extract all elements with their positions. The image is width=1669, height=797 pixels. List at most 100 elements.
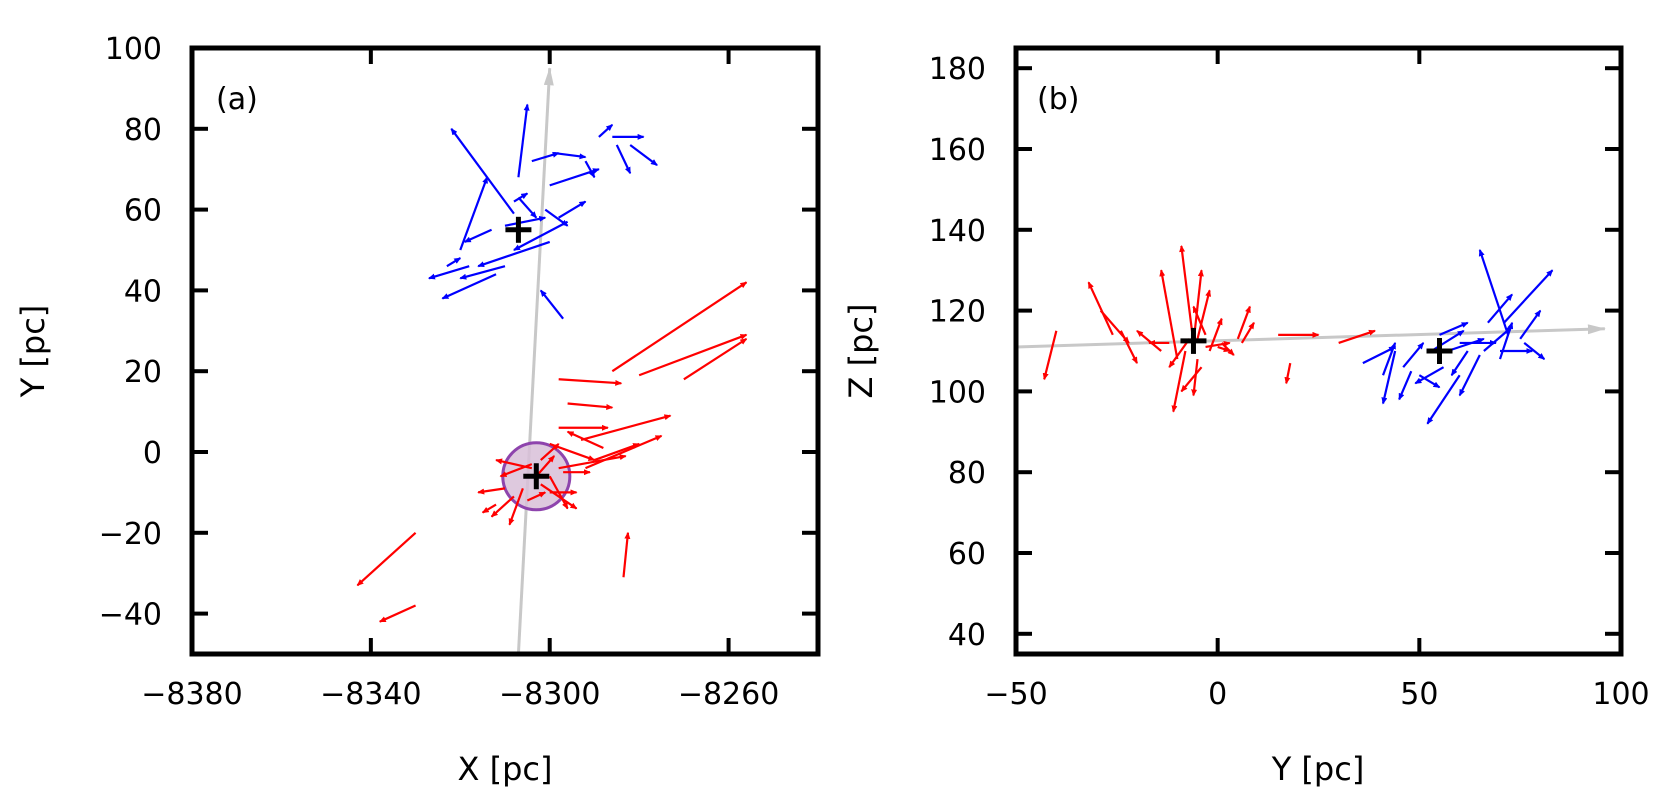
arrow [580,414,672,441]
arrow [1159,269,1179,360]
arrow [531,151,560,163]
panel-b-axes-frame [1013,45,1624,657]
arrow [1119,330,1138,365]
arrow [1087,281,1114,336]
y-tick-label: 100 [929,375,986,410]
arrow [526,491,547,502]
arrow [1236,305,1251,340]
panel-b-centre-marker-2 [1426,338,1453,364]
arrow [1503,269,1554,324]
arrow [1338,329,1376,344]
panel-b-xlabel: Y [pc] [1271,750,1365,788]
y-tick-label: −40 [99,598,162,633]
arrow [428,265,470,280]
y-tick-label: 40 [948,618,986,653]
panel-b-series-blue [1362,249,1554,425]
arrow [1196,289,1212,340]
arrow [459,176,489,251]
arrow [1362,345,1397,365]
y-tick-label: 140 [929,214,986,249]
panel-a-series-red [356,281,748,623]
arrow [1240,321,1255,344]
x-tick-label: −8380 [141,677,242,712]
arrow [1458,354,1481,397]
arrow [1439,321,1469,336]
arrow [508,487,524,526]
panel-b-series-red [1042,244,1376,413]
arrow [517,103,530,178]
arrow [378,604,417,623]
arrow [1180,366,1203,393]
y-tick-label: 80 [948,456,986,491]
panel-a-series-blue [428,103,658,320]
arrow [1450,350,1469,377]
arrow [1205,340,1231,349]
y-tick-label: 20 [124,355,162,390]
arrow [1284,362,1292,385]
arrow [450,127,515,215]
arrow [356,531,417,587]
panel-a-path-line [516,67,554,655]
arrow [481,503,497,514]
arrow [463,228,493,243]
arrow [622,531,631,578]
x-tick-label: 0 [1208,677,1227,712]
arrow [490,495,515,518]
arrow [1042,330,1058,381]
arrow [558,378,623,386]
x-tick-label: −8300 [499,677,600,712]
y-tick-label: −20 [99,517,162,552]
arrow [535,455,556,477]
arrow [1381,350,1397,405]
arrow [459,265,506,280]
x-tick-label: −50 [984,677,1047,712]
panel-a-xlabel: X [pc] [458,750,553,788]
arrow [1478,249,1510,336]
arrow [441,273,497,300]
y-tick-label: 60 [124,194,162,229]
arrow [540,443,560,461]
x-tick-label: 100 [1592,677,1649,712]
panel-a-centre-marker-1 [523,463,550,490]
arrow [1179,244,1195,344]
arrow [1402,342,1425,368]
arrow [629,144,658,167]
y-tick-label: 160 [929,133,986,168]
y-tick-label: 80 [124,113,162,148]
arrow [1519,309,1542,340]
y-tick-label: 100 [105,32,162,67]
arrow [638,333,748,377]
x-tick-label: −8260 [678,677,779,712]
panel-a-ylabel: Y [pc] [14,305,52,399]
y-tick-label: 180 [929,52,986,87]
panel-a-label: (a) [216,82,258,117]
panel-b-label: (b) [1037,82,1079,117]
panel-a: −8380 −8340 −8300 −8260 −40 −20 0 20 40 60 80 100 (… [14,32,821,788]
panel-b-ticks: −50 0 50 100 40 60 80 100 120 140 160 180 [929,48,1650,712]
arrow [615,144,632,175]
arrow [1192,305,1207,336]
arrow [1414,366,1445,385]
y-tick-label: 60 [948,537,986,572]
arrow [1447,337,1485,353]
arrow [513,220,569,251]
arrow [1398,370,1413,401]
arrow [1136,329,1162,352]
panel-a-centre-marker-2 [505,216,532,243]
arrow [1487,293,1513,324]
arrow [598,123,614,138]
y-tick-label: 0 [143,436,162,471]
panel-a-plot-content [356,67,748,655]
panel-b-plot-content [1015,244,1606,425]
y-tick-label: 120 [929,295,986,330]
arrow [1498,321,1514,360]
arrow [539,289,564,320]
arrow [544,208,569,227]
y-tick-label: 40 [124,274,162,309]
panel-a-ticks: −8380 −8340 −8300 −8260 −40 −20 0 20 40 60 80 100 [99,32,818,712]
arrow [683,337,748,381]
arrow [1430,329,1465,352]
arrow [504,215,547,227]
arrow [1168,338,1191,368]
arrow [517,196,538,219]
